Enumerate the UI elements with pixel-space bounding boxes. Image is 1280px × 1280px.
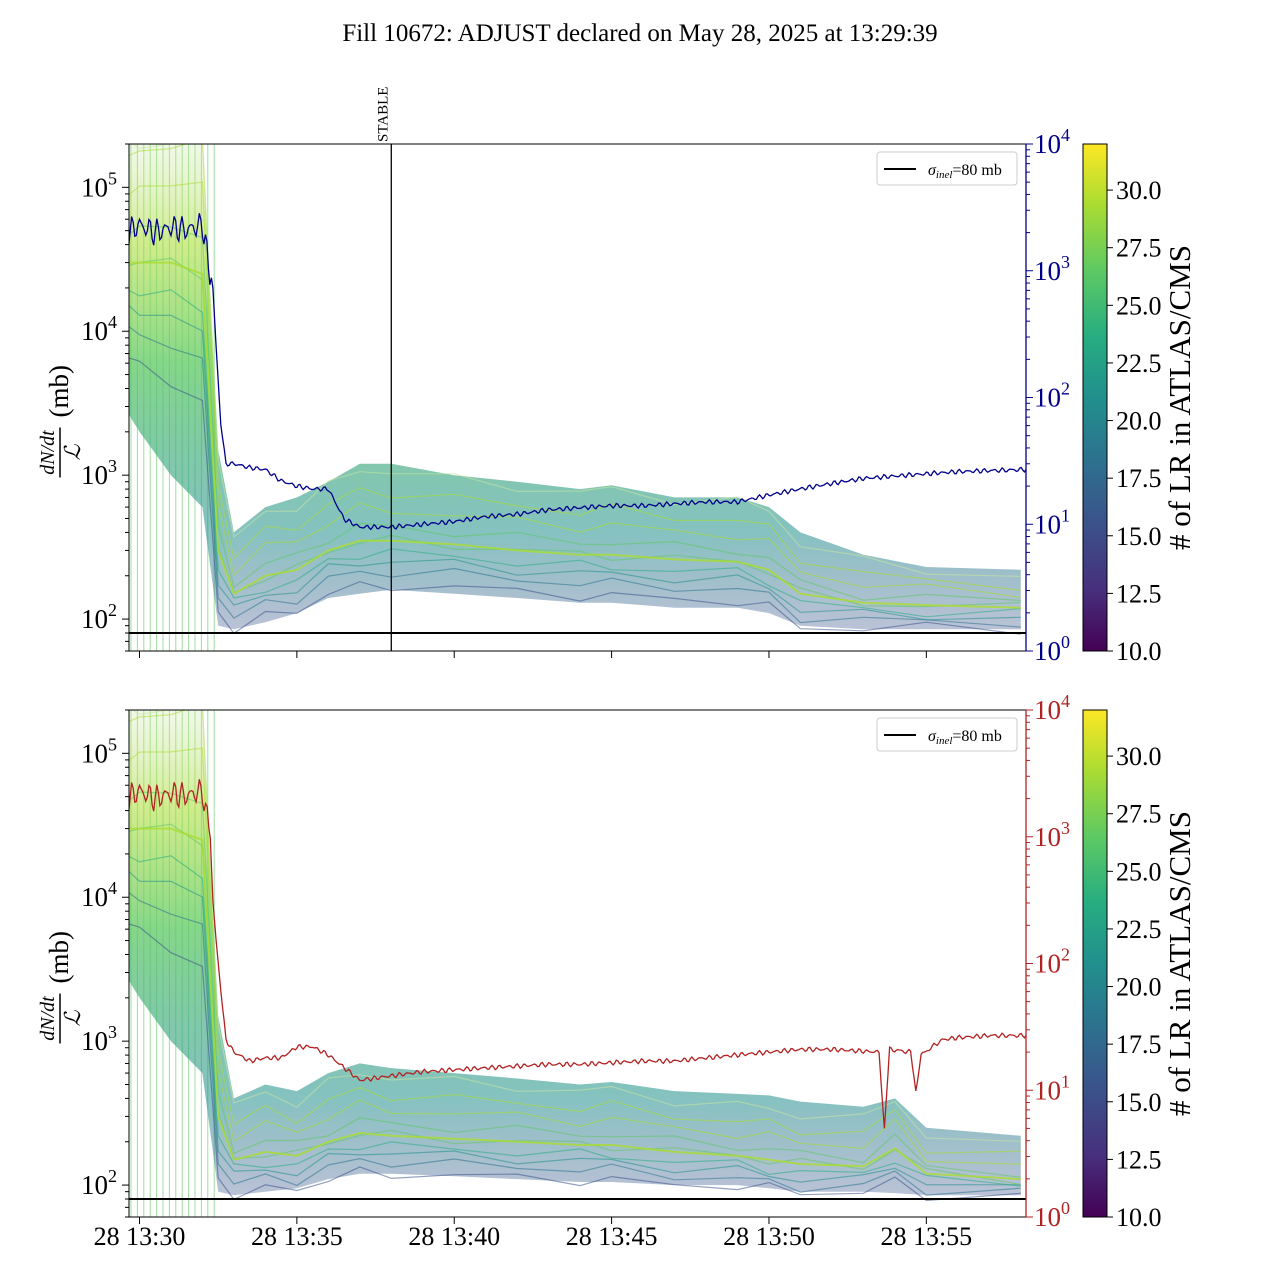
ensemble-line: [129, 791, 1021, 1178]
colorbar-tick-label: 20.0: [1116, 407, 1162, 436]
panel-top: STABLE 102 103 104 105 100 101 102 103 104 dN/dt ℒ (…: [37, 87, 1197, 666]
x-tick-label: 28 13:40: [408, 1222, 500, 1251]
y-label-unit: (mb): [44, 931, 74, 983]
x-tick-label: 28 13:30: [94, 1222, 186, 1251]
left-tick-label: 105: [81, 168, 117, 202]
colorbar-gradient: [1082, 709, 1108, 1218]
left-tick-label: 104: [81, 312, 117, 346]
colorbar-tick-label: 12.5: [1116, 1145, 1162, 1174]
panel-bottom: 102 103 104 105 100 101 102 103 104 28 13:30 28 13…: [37, 691, 1197, 1251]
ensemble-line: [131, 144, 1021, 577]
ensemble-line: [129, 891, 1021, 1196]
right-tick-label: 102: [1034, 945, 1070, 979]
colorbar-tick-label: 27.5: [1116, 800, 1162, 829]
colorbar: 10.0 12.5 15.0 17.5 20.0 22.5 25.0 27.5 30.0 # of…: [1082, 143, 1197, 666]
colorbar-label: # of LR in ATLAS/CMS: [1162, 811, 1197, 1116]
ensemble-band: [129, 710, 1021, 1196]
colorbar-tick-label: 22.5: [1116, 915, 1162, 944]
left-tick-label: 102: [81, 600, 117, 634]
left-tick-label: 103: [81, 456, 117, 490]
y-label-denominator: ℒ: [60, 443, 85, 460]
right-tick-label: 101: [1034, 505, 1070, 539]
ensemble-line: [129, 710, 1021, 1154]
left-tick-label: 104: [81, 878, 117, 912]
ensemble-line: [129, 304, 1021, 621]
right-axis-series-line: [129, 213, 1026, 531]
ensemble-line: [129, 181, 1021, 598]
x-tick-label: 28 13:45: [566, 1222, 658, 1251]
y-axis-label: dN/dt ℒ (mb): [37, 931, 85, 1044]
colorbar-gradient: [1082, 143, 1108, 652]
colorbar-tick-label: 17.5: [1116, 464, 1162, 493]
y-label-denominator: ℒ: [60, 1009, 85, 1026]
colorbar-label: # of LR in ATLAS/CMS: [1162, 245, 1197, 550]
ensemble-line: [129, 325, 1021, 628]
right-tick-label: 100: [1034, 1198, 1070, 1232]
x-tick-label: 28 13:55: [880, 1222, 972, 1251]
left-tick-label: 102: [81, 1166, 117, 1200]
colorbar-tick-label: 30.0: [1116, 176, 1162, 205]
legend-box: [876, 151, 1018, 186]
plot-area: [129, 710, 1026, 1217]
right-tick-label: 102: [1034, 379, 1070, 413]
colorbar-tick-label: 12.5: [1116, 579, 1162, 608]
ensemble-line: [131, 710, 1021, 1142]
right-tick-label: 100: [1034, 632, 1070, 666]
colorbar-tick-label: 20.0: [1116, 973, 1162, 1002]
ensemble-line: [129, 357, 1021, 635]
colorbar-tick-label: 10.0: [1116, 1203, 1162, 1232]
x-tick-label: 28 13:50: [723, 1222, 815, 1251]
left-tick-label: 105: [81, 734, 117, 768]
ensemble-band: [129, 144, 1021, 630]
colorbar-tick-label: 15.0: [1116, 522, 1162, 551]
colorbar-tick-label: 25.0: [1116, 857, 1162, 886]
right-tick-label: 104: [1034, 691, 1070, 725]
colorbar: 10.0 12.5 15.0 17.5 20.0 22.5 25.0 27.5 30.0 # of…: [1082, 709, 1197, 1232]
colorbar-tick-label: 17.5: [1116, 1030, 1162, 1059]
right-tick-label: 103: [1034, 252, 1070, 286]
right-tick-label: 104: [1034, 125, 1070, 159]
figure-title: Fill 10672: ADJUST declared on May 28, 2…: [342, 20, 938, 47]
y-label-numerator: dN/dt: [37, 430, 59, 475]
ensemble-median-line: [129, 261, 1021, 609]
right-tick-label: 103: [1034, 818, 1070, 852]
y-label-numerator: dN/dt: [37, 996, 59, 1041]
colorbar-tick-label: 10.0: [1116, 637, 1162, 666]
ensemble-line: [129, 225, 1021, 602]
right-tick-label: 101: [1034, 1071, 1070, 1105]
colorbar-tick-label: 27.5: [1116, 234, 1162, 263]
legend: σinel=80 mb: [876, 717, 1018, 752]
stable-annotation-label: STABLE: [375, 87, 391, 142]
x-tick-label: 28 13:35: [251, 1222, 343, 1251]
legend-label: σinel=80 mb: [928, 162, 1002, 181]
y-axis-label: dN/dt ℒ (mb): [37, 365, 85, 478]
plot-area: [129, 144, 1026, 651]
ensemble-line: [129, 144, 1021, 591]
ensemble-line: [129, 747, 1021, 1165]
ensemble-line: [129, 855, 1021, 1187]
y-label-unit: (mb): [44, 365, 74, 417]
right-axis-series-line: [129, 779, 1026, 1129]
legend-label: σinel=80 mb: [928, 728, 1002, 747]
colorbar-tick-label: 25.0: [1116, 291, 1162, 320]
ensemble-line: [129, 289, 1021, 618]
legend-box: [876, 717, 1018, 752]
ensemble-line: [129, 923, 1021, 1202]
legend: σinel=80 mb: [876, 151, 1018, 186]
colorbar-tick-label: 30.0: [1116, 742, 1162, 771]
ensemble-line: [129, 870, 1021, 1186]
colorbar-tick-label: 22.5: [1116, 349, 1162, 378]
colorbar-tick-label: 15.0: [1116, 1088, 1162, 1117]
left-tick-label: 103: [81, 1022, 117, 1056]
ensemble-median-line: [129, 827, 1021, 1181]
